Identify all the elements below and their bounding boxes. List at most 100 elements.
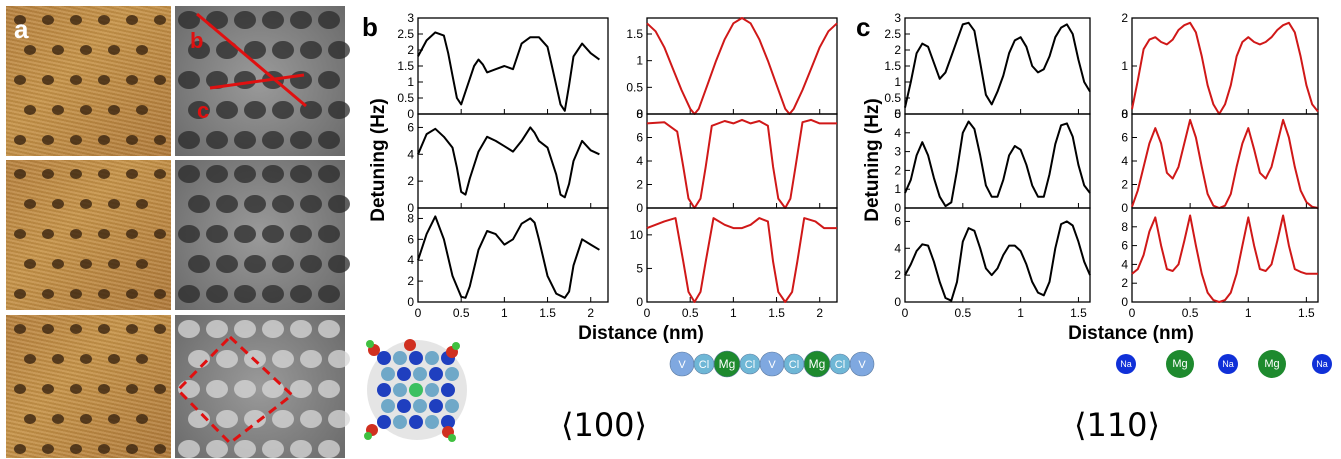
y-tick-label: 2 — [894, 43, 901, 57]
image-features — [14, 11, 350, 458]
series-line-experiment — [904, 120, 1091, 208]
image-pit — [216, 410, 238, 428]
image-pit — [188, 195, 210, 213]
plot-frame — [646, 207, 838, 303]
image-pit — [178, 440, 200, 458]
plot-frame — [904, 207, 1091, 303]
image-pit — [290, 285, 312, 303]
image-pit — [126, 169, 138, 179]
series-line-experiment — [417, 215, 600, 299]
y-tick-label: 6 — [894, 214, 901, 228]
atom-na — [1218, 354, 1238, 374]
image-pit — [244, 41, 266, 59]
y-tick-label: 0 — [1121, 295, 1128, 309]
image-pit — [262, 165, 284, 183]
image-pit — [216, 255, 238, 273]
image-pit — [300, 350, 322, 368]
image-pit — [98, 324, 110, 334]
afm-image-row1 — [6, 6, 171, 156]
cluster-atom — [409, 351, 423, 365]
image-pit — [42, 75, 54, 85]
image-pit — [206, 285, 228, 303]
image-pit — [318, 285, 340, 303]
atom-label: Mg — [719, 357, 736, 371]
atom-label: Na — [1120, 359, 1132, 369]
y-tick-label: 4 — [894, 126, 901, 140]
image-pit — [14, 15, 26, 25]
image-pit — [244, 410, 266, 428]
image-pit — [328, 410, 350, 428]
xlabel-c: Distance (nm) — [1068, 323, 1194, 344]
atom-label: Na — [1316, 359, 1328, 369]
image-pit — [80, 354, 92, 364]
image-pit — [244, 255, 266, 273]
y-tick-label: 1.5 — [884, 59, 901, 73]
direction-label-100: ⟨100⟩ — [561, 406, 647, 444]
image-pit — [24, 199, 36, 209]
cluster-atom — [441, 383, 455, 397]
image-pit — [206, 71, 228, 89]
atom-label: Mg — [809, 357, 826, 371]
x-tick-label: 1 — [501, 306, 508, 320]
y-tick-label: 4 — [1121, 154, 1128, 168]
plot-frame — [646, 113, 838, 209]
image-pit — [154, 324, 166, 334]
image-pit — [108, 414, 120, 424]
cluster-end-atom — [366, 340, 374, 348]
x-tick-label: 0 — [902, 306, 909, 320]
image-pit — [272, 41, 294, 59]
image-pit — [328, 41, 350, 59]
image-pit — [98, 75, 110, 85]
plot-frame — [417, 113, 609, 209]
cluster-atom — [409, 415, 423, 429]
cluster-atom — [409, 383, 423, 397]
atom-label: Mg — [1264, 358, 1279, 370]
profile-label-b: b — [190, 28, 203, 53]
image-pit — [234, 225, 256, 243]
y-tick-label: 1 — [407, 75, 414, 89]
image-pit — [234, 165, 256, 183]
cluster-atom — [441, 415, 455, 429]
panel-label-b: b — [362, 12, 378, 42]
y-tick-label: 3 — [894, 145, 901, 159]
y-tick-label: 4 — [407, 147, 414, 161]
image-pit — [126, 15, 138, 25]
y-tick-label: 3 — [407, 11, 414, 25]
image-pit — [24, 105, 36, 115]
image-pit — [126, 324, 138, 334]
image-pit — [126, 289, 138, 299]
y-tick-label: 0 — [407, 201, 414, 215]
image-pit — [328, 255, 350, 273]
atom-label: Mg — [1172, 358, 1187, 370]
image-pit — [262, 440, 284, 458]
image-pit — [42, 444, 54, 454]
image-pit — [178, 285, 200, 303]
image-pit — [178, 71, 200, 89]
image-pit — [52, 199, 64, 209]
image-pit — [206, 380, 228, 398]
image-pit — [136, 199, 148, 209]
image-pit — [98, 169, 110, 179]
image-pit — [216, 350, 238, 368]
x-tick-label: 0.5 — [954, 306, 971, 320]
atom-mg — [1258, 350, 1286, 378]
afm-image-row2 — [6, 160, 171, 310]
y-tick-label: 8 — [1121, 107, 1128, 121]
image-pit — [14, 289, 26, 299]
image-pit — [154, 384, 166, 394]
panel-label-c: c — [856, 12, 870, 42]
y-tick-label: 3 — [894, 11, 901, 25]
y-tick-label: 0 — [894, 295, 901, 309]
y-tick-label: 8 — [636, 107, 643, 121]
image-pit — [70, 75, 82, 85]
image-pit — [80, 105, 92, 115]
image-pit — [14, 384, 26, 394]
atom-label: Cl — [699, 359, 709, 371]
profile-line-b — [196, 12, 307, 108]
y-tick-label: 0 — [636, 201, 643, 215]
image-pit — [14, 324, 26, 334]
image-pit — [318, 380, 340, 398]
plot-b-simulation-row3: 0 5 10 0 0.5 1 1.5 2 — [630, 207, 838, 320]
